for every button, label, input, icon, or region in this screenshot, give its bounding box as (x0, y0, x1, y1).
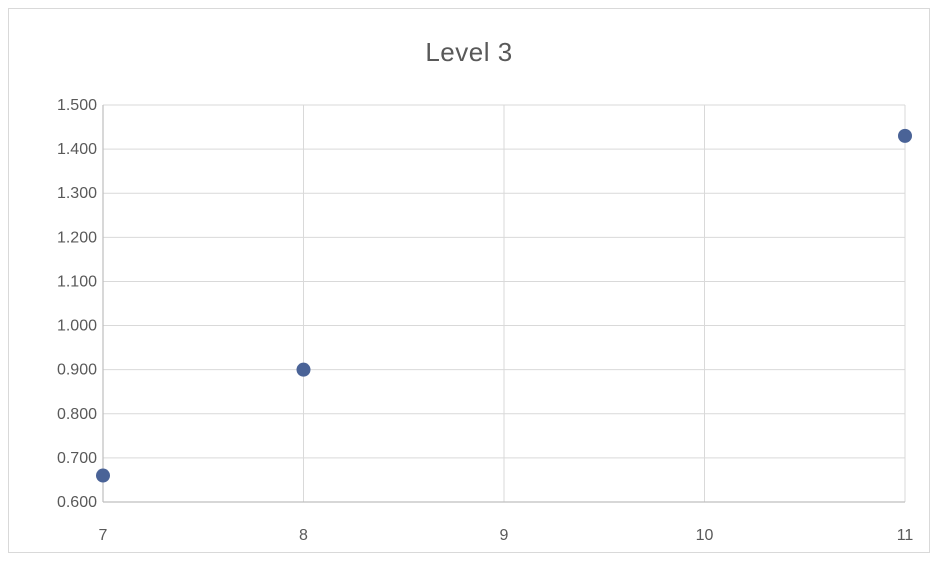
y-tick-label: 0.800 (57, 406, 97, 423)
y-tick-label: 0.700 (57, 450, 97, 467)
y-tick-label: 1.200 (57, 229, 97, 246)
x-tick-label: 11 (897, 527, 914, 544)
axes (102, 105, 905, 503)
data-point (296, 362, 311, 377)
y-tick-label: 1.100 (57, 273, 97, 290)
y-tick-label: 1.000 (57, 318, 97, 335)
data-point (96, 468, 110, 483)
y-tick-label: 1.500 (57, 97, 97, 114)
y-axis-tick-labels: 0.600 0.700 0.800 0.900 1.000 1.100 1.200 1.300… (57, 97, 97, 511)
x-tick-label: 7 (99, 527, 108, 544)
data-points (96, 128, 912, 483)
x-axis-tick-labels: 7 8 9 10 11 (99, 527, 914, 544)
y-tick-label: 1.400 (57, 141, 97, 158)
chart-frame: Level 3 (8, 8, 930, 553)
y-tick-label: 1.300 (57, 185, 97, 202)
y-tick-label: 0.600 (57, 494, 97, 511)
y-tick-label: 0.900 (57, 362, 97, 379)
data-point (898, 128, 912, 143)
vertical-gridlines (102, 105, 906, 502)
x-tick-label: 9 (500, 527, 509, 544)
chart-title: Level 3 (425, 37, 513, 67)
x-tick-label: 8 (299, 527, 308, 544)
x-tick-label: 10 (696, 527, 714, 544)
